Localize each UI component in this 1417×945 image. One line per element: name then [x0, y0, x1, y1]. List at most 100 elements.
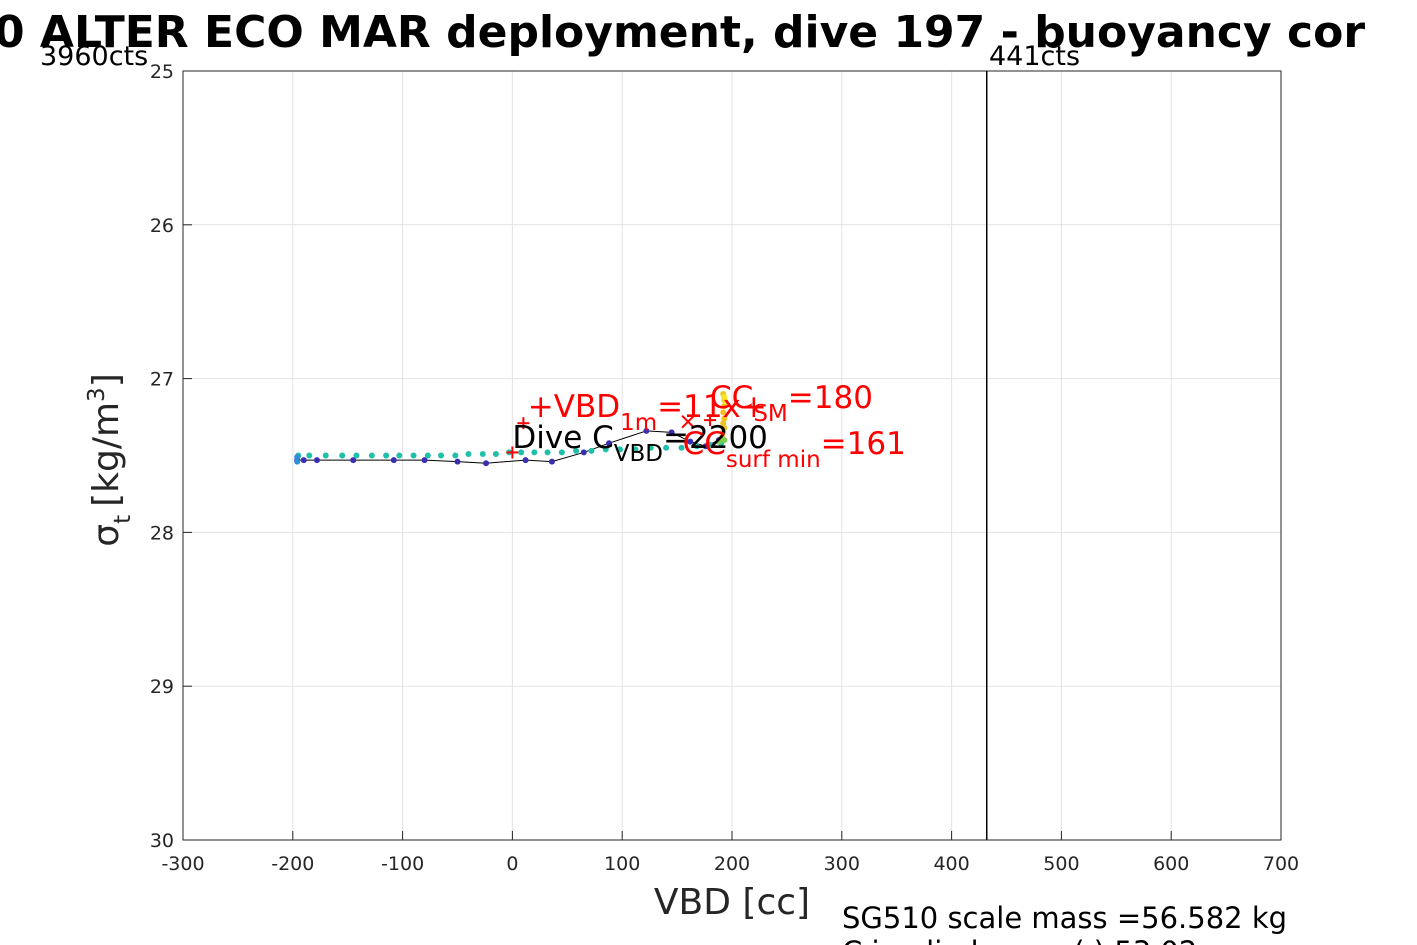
data-point: [339, 452, 346, 459]
data-point: [588, 447, 595, 454]
data-point: [465, 450, 472, 457]
footer-line-2: C implied mass ( ) 53.02: [842, 935, 1197, 945]
y-tick-label: 28: [150, 522, 174, 544]
annotation-main: CC: [683, 426, 726, 462]
axis-ticks: -300 -200 -100 0 100 200 300 400 500 600 700 25 26 27…: [150, 61, 1299, 875]
data-point: [720, 429, 727, 436]
x-tick-label: 300: [824, 853, 860, 875]
annotation-main: Dive C: [512, 420, 613, 456]
x-tick-label: 700: [1263, 853, 1299, 875]
x-tick-label: -200: [271, 853, 314, 875]
chart-title: 0 ALTER ECO MAR deployment, dive 197 - b…: [0, 7, 1365, 58]
data-point: [306, 452, 313, 459]
data-point: [632, 446, 639, 453]
data-point: [721, 437, 728, 444]
data-series: [294, 390, 729, 467]
annotation-sub: surf min: [726, 447, 821, 473]
data-point: [313, 457, 320, 464]
data-point: [531, 449, 538, 456]
data-point: [687, 438, 694, 445]
y-label-sup: 3: [84, 387, 110, 402]
x-axis-label: VBD [cc]: [654, 882, 810, 923]
annotation-label: CCSM=180: [710, 380, 873, 427]
data-point: [663, 444, 670, 451]
x-tick-label: -300: [161, 853, 204, 875]
data-point: [368, 452, 375, 459]
data-point: [693, 443, 700, 450]
annotation-value: =161: [821, 426, 906, 462]
data-point: [573, 447, 580, 454]
marker: [517, 417, 530, 430]
data-point: [707, 441, 714, 448]
x-tick-label: -100: [381, 853, 424, 875]
annotation-main: CC: [710, 380, 753, 416]
y-tick-label: 30: [150, 830, 174, 852]
annotation-value: =180: [788, 380, 873, 416]
data-point: [721, 394, 728, 401]
data-point: [721, 403, 728, 410]
y-label-sub: t: [110, 515, 136, 524]
y-axis-label: σt [kg/m3]: [84, 373, 136, 547]
data-point: [396, 452, 403, 459]
x-tick-label: 500: [1043, 853, 1079, 875]
data-point: [438, 452, 445, 459]
data-point: [678, 444, 685, 451]
data-point: [668, 429, 675, 436]
data-point: [558, 449, 565, 456]
data-point: [410, 452, 417, 459]
marker: [681, 414, 695, 429]
y-label-sigma: σ: [86, 524, 127, 547]
y-tick-label: 25: [150, 61, 174, 83]
right-corner-label: 441cts: [989, 41, 1080, 72]
data-point: [722, 398, 729, 405]
data-point: [483, 460, 490, 467]
annotation-label: Dive CVBD=2200: [512, 420, 768, 467]
data-point: [602, 446, 609, 453]
annotation-value: =11x+: [657, 389, 767, 425]
left-corner-label: 3960cts: [40, 41, 148, 72]
data-point: [492, 450, 499, 457]
data-point: [647, 444, 654, 451]
marker-stroke: [681, 414, 695, 429]
annotation-label: +VBD1m=11x+: [528, 389, 767, 436]
data-point: [390, 457, 397, 464]
x-tick-label: 200: [714, 853, 750, 875]
footer-line-1: SG510 scale mass =56.582 kg: [842, 901, 1287, 935]
data-point: [518, 449, 525, 456]
data-point: [715, 438, 722, 445]
data-point: [322, 452, 329, 459]
data-point: [300, 457, 307, 464]
data-point: [720, 409, 727, 416]
y-tick-label: 26: [150, 215, 174, 237]
data-point: [350, 457, 357, 464]
y-tick-label: 29: [150, 676, 174, 698]
annotation-value: =2200: [663, 420, 768, 456]
x-tick-label: 600: [1153, 853, 1189, 875]
data-point: [424, 452, 431, 459]
data-point: [580, 449, 587, 456]
x-tick-label: 100: [604, 853, 640, 875]
data-point: [544, 449, 551, 456]
data-point: [721, 415, 728, 422]
data-point: [452, 452, 459, 459]
data-point: [479, 450, 486, 457]
data-point: [522, 457, 529, 464]
data-point: [454, 458, 461, 465]
marker: [506, 446, 519, 459]
data-point: [548, 458, 555, 465]
marker: [704, 414, 717, 427]
x-tick-label: 400: [933, 853, 969, 875]
annotation-main: +VBD: [528, 389, 620, 425]
annotation-sub: VBD: [614, 441, 663, 467]
y-label-unit: [kg/m: [86, 402, 127, 507]
data-point: [617, 446, 624, 453]
data-point: [720, 420, 727, 427]
annotation-label: CCsurf min=161: [683, 426, 906, 473]
data-point: [606, 440, 613, 447]
markers: [506, 414, 717, 459]
data-point: [421, 457, 428, 464]
x-tick-label: 0: [506, 853, 518, 875]
data-point: [294, 458, 301, 465]
data-point: [383, 452, 390, 459]
